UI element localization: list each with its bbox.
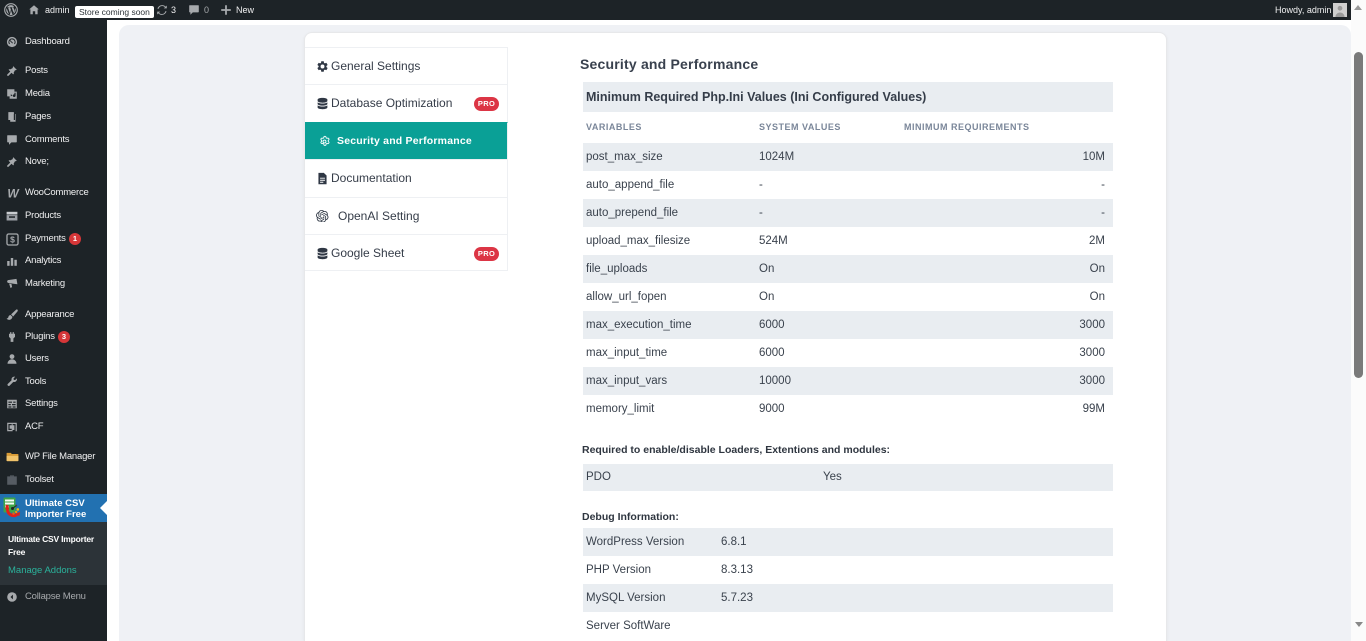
svg-text:$: $ [10,234,15,244]
svg-text:W: W [7,187,20,199]
